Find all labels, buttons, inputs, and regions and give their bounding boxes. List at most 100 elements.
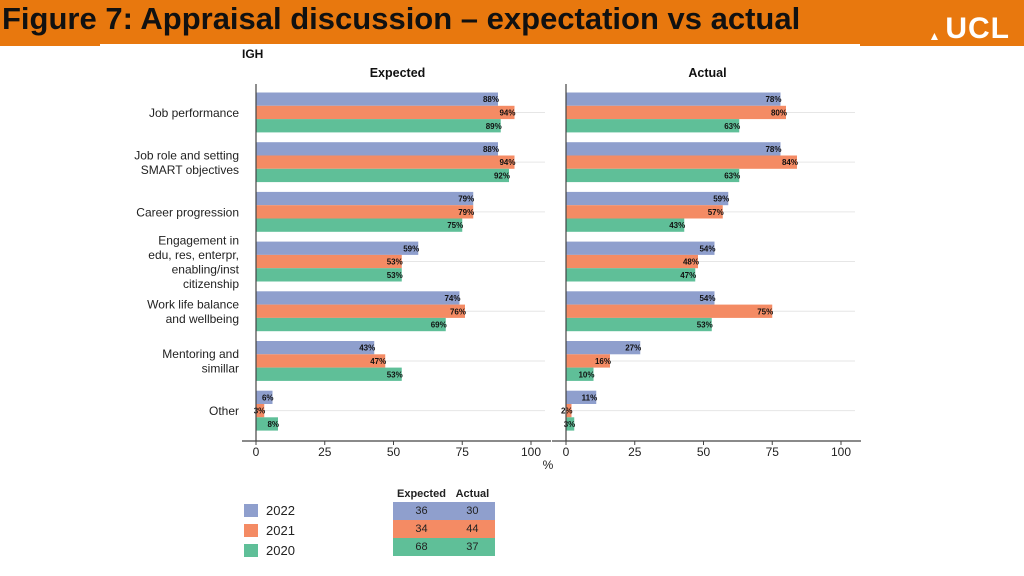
data-label: 94% bbox=[499, 158, 515, 167]
panel-title: Expected bbox=[370, 66, 426, 80]
category-label: edu, res, enterpr, bbox=[148, 248, 239, 262]
data-label: 43% bbox=[359, 344, 375, 353]
data-label: 63% bbox=[724, 171, 740, 180]
header-bar: Figure 7: Appraisal discussion – expecta… bbox=[0, 0, 1024, 46]
bar bbox=[566, 367, 594, 381]
category-label: Job performance bbox=[149, 106, 239, 120]
n-table-cell: 34 bbox=[415, 523, 428, 535]
bar bbox=[256, 241, 419, 255]
bar bbox=[256, 341, 375, 355]
data-label: 27% bbox=[625, 344, 641, 353]
legend-item-2022: 2022 bbox=[244, 500, 295, 520]
bar bbox=[256, 205, 474, 219]
legend-item-2020: 2020 bbox=[244, 540, 295, 560]
bar bbox=[256, 142, 498, 156]
data-label: 2% bbox=[561, 407, 573, 416]
data-label: 54% bbox=[699, 244, 715, 253]
bar bbox=[256, 191, 474, 206]
legend-swatch-2021 bbox=[244, 523, 258, 537]
x-tick-label: 75 bbox=[766, 445, 780, 459]
data-label: 3% bbox=[254, 407, 266, 416]
x-tick-label: 75 bbox=[456, 445, 470, 459]
data-label: 43% bbox=[669, 221, 685, 230]
category-label: Career progression bbox=[136, 205, 239, 219]
bar bbox=[566, 241, 715, 255]
data-label: 89% bbox=[486, 122, 502, 131]
data-label: 6% bbox=[262, 393, 274, 402]
bar bbox=[566, 119, 740, 133]
bar bbox=[256, 168, 509, 183]
legend-label-2020: 2020 bbox=[266, 542, 295, 558]
ucl-logo: ▲ UCL bbox=[928, 14, 1010, 44]
category-label: Mentoring and bbox=[162, 347, 239, 361]
bar bbox=[256, 92, 498, 106]
legend-swatch-2022 bbox=[244, 503, 258, 517]
bar bbox=[256, 218, 463, 232]
bar bbox=[566, 142, 781, 156]
data-label: 80% bbox=[771, 108, 787, 117]
data-label: 78% bbox=[765, 145, 781, 154]
bar bbox=[566, 291, 715, 305]
data-label: 59% bbox=[403, 244, 419, 253]
bar bbox=[566, 317, 712, 332]
bar bbox=[256, 105, 515, 120]
data-label: 47% bbox=[370, 357, 386, 366]
bar bbox=[256, 268, 402, 282]
x-tick-label: 0 bbox=[563, 445, 570, 459]
data-label: 88% bbox=[483, 95, 499, 104]
data-label: 54% bbox=[699, 294, 715, 303]
ucl-dome-icon: ▲ bbox=[928, 29, 942, 43]
data-label: 79% bbox=[458, 195, 474, 204]
bar bbox=[566, 105, 786, 120]
n-table-header-actual: Actual bbox=[455, 488, 490, 500]
n-table-cell: 30 bbox=[466, 505, 479, 517]
chart-legend: 2022 2021 2020 bbox=[244, 500, 295, 560]
bar bbox=[256, 304, 465, 318]
legend-label-2021: 2021 bbox=[266, 522, 295, 538]
bar bbox=[256, 254, 402, 269]
data-label: 10% bbox=[578, 370, 594, 379]
bar bbox=[566, 417, 575, 431]
x-tick-label: 0 bbox=[253, 445, 260, 459]
legend-swatch-2020 bbox=[244, 543, 258, 557]
unit-label: % bbox=[543, 458, 554, 472]
x-tick-label: 50 bbox=[387, 445, 401, 459]
n-table-row-2022: 36 30 bbox=[393, 502, 495, 520]
category-label: simillar bbox=[202, 362, 239, 376]
bar bbox=[566, 92, 781, 106]
bar bbox=[256, 155, 515, 169]
bar bbox=[566, 268, 696, 282]
data-label: 3% bbox=[564, 420, 576, 429]
data-label: 59% bbox=[713, 195, 729, 204]
bar bbox=[256, 291, 460, 305]
data-label: 53% bbox=[387, 258, 403, 267]
bar bbox=[566, 404, 572, 418]
category-label: and wellbeing bbox=[166, 312, 239, 326]
n-table-cell: 36 bbox=[415, 505, 428, 517]
x-tick-label: 50 bbox=[697, 445, 711, 459]
n-table-cell: 44 bbox=[466, 523, 479, 535]
x-tick-label: 25 bbox=[628, 445, 642, 459]
data-label: 57% bbox=[708, 208, 724, 217]
n-table-cell: 68 bbox=[415, 541, 428, 553]
sample-size-table: Expected Actual 36 30 34 44 68 37 bbox=[393, 488, 495, 556]
bar bbox=[256, 354, 386, 368]
data-label: 75% bbox=[757, 307, 773, 316]
data-label: 84% bbox=[782, 158, 798, 167]
legend-label-2022: 2022 bbox=[266, 502, 295, 518]
data-label: 76% bbox=[450, 307, 466, 316]
group-label: IGH bbox=[242, 47, 263, 61]
bar bbox=[256, 390, 273, 404]
data-label: 78% bbox=[765, 95, 781, 104]
panel-title: Actual bbox=[688, 66, 726, 80]
data-label: 16% bbox=[595, 357, 611, 366]
data-label: 53% bbox=[387, 271, 403, 280]
bar bbox=[566, 390, 597, 404]
data-label: 63% bbox=[724, 122, 740, 131]
data-label: 88% bbox=[483, 145, 499, 154]
bar bbox=[566, 191, 729, 206]
x-tick-label: 100 bbox=[831, 445, 851, 459]
n-table-header-expected: Expected bbox=[397, 488, 446, 500]
bar bbox=[256, 404, 265, 418]
